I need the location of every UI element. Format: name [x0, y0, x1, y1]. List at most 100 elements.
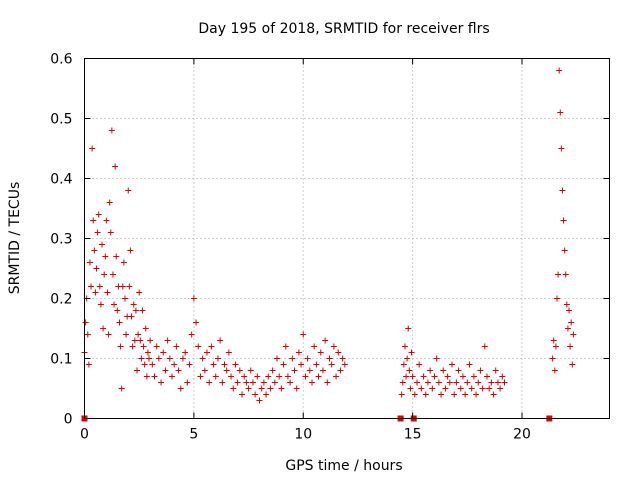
data-point	[151, 373, 158, 380]
data-point	[319, 367, 326, 374]
data-point	[339, 355, 346, 362]
data-point	[153, 343, 160, 350]
data-point	[252, 391, 259, 398]
data-point	[497, 385, 504, 392]
data-point	[420, 373, 427, 380]
data-point	[304, 355, 311, 362]
data-point	[141, 361, 148, 368]
data-point	[117, 343, 124, 350]
data-point	[560, 217, 567, 224]
data-point	[210, 361, 217, 368]
data-point	[400, 361, 407, 368]
data-point	[287, 379, 294, 386]
data-point	[95, 211, 102, 218]
data-point	[102, 253, 109, 260]
data-point	[97, 301, 104, 308]
data-point	[484, 373, 490, 380]
data-point	[101, 271, 108, 278]
data-point	[221, 361, 228, 368]
data-point	[284, 373, 291, 380]
data-point	[139, 307, 146, 314]
data-point	[182, 349, 189, 356]
data-point	[550, 337, 557, 344]
data-point	[455, 367, 462, 374]
data-point	[326, 355, 333, 362]
data-point	[190, 295, 197, 302]
data-point	[136, 289, 143, 296]
data-point	[562, 271, 569, 278]
data-point	[330, 343, 337, 350]
data-point	[328, 361, 335, 368]
data-point	[457, 385, 464, 392]
data-point	[138, 355, 145, 362]
data-point	[481, 343, 488, 350]
data-point	[144, 349, 151, 356]
data-point	[477, 367, 484, 374]
data-point	[208, 343, 215, 350]
data-point	[466, 361, 473, 368]
y-tick-label: 0.1	[50, 352, 72, 368]
data-point	[173, 343, 180, 350]
data-point	[552, 343, 559, 350]
data-point	[398, 391, 405, 398]
data-point	[177, 385, 184, 392]
data-point	[179, 355, 186, 362]
data-point	[82, 319, 89, 326]
data-point	[91, 247, 98, 254]
data-point	[274, 355, 280, 362]
data-point	[228, 373, 235, 380]
data-point	[118, 385, 125, 392]
data-point	[214, 355, 221, 362]
data-point	[166, 355, 173, 362]
y-tick-label: 0.6	[50, 52, 72, 68]
data-point	[143, 373, 150, 380]
x-axis-ticks: 0 5 10 15 20	[80, 58, 531, 443]
data-point	[451, 391, 458, 398]
data-point	[256, 397, 263, 404]
data-point	[271, 379, 278, 386]
data-point	[422, 391, 429, 398]
data-point	[258, 385, 265, 392]
data-point	[566, 307, 573, 314]
data-point	[212, 373, 219, 380]
data-point	[230, 385, 237, 392]
data-point	[249, 379, 256, 386]
data-point	[567, 343, 574, 350]
data-point	[265, 373, 272, 380]
data-point	[333, 373, 340, 380]
data-point	[149, 361, 156, 368]
x-axis-label: GPS time / hours	[285, 458, 402, 474]
data-point	[499, 373, 506, 380]
data-point	[492, 367, 499, 374]
data-point	[140, 343, 147, 350]
data-point	[335, 349, 342, 356]
data-point	[315, 373, 322, 380]
data-point	[557, 109, 564, 116]
data-point	[433, 355, 440, 362]
data-point	[501, 379, 508, 386]
data-point	[263, 391, 270, 398]
data-point	[160, 349, 167, 356]
data-point	[404, 355, 411, 362]
data-point	[470, 373, 477, 380]
data-point	[276, 373, 283, 380]
data-point	[96, 283, 103, 290]
data-point	[442, 385, 449, 392]
data-point	[300, 331, 307, 338]
data-point	[114, 307, 121, 314]
data-point	[280, 361, 287, 368]
data-point	[125, 187, 132, 194]
y-tick-label: 0.3	[50, 232, 72, 248]
data-point	[85, 361, 92, 368]
data-point	[186, 361, 193, 368]
data-point	[105, 331, 112, 338]
data-point	[438, 391, 445, 398]
data-point	[107, 229, 114, 236]
data-point	[407, 385, 414, 392]
data-point	[563, 301, 570, 308]
data-point	[245, 385, 252, 392]
data-point	[100, 325, 107, 332]
data-point	[201, 367, 208, 374]
data-point	[486, 385, 493, 392]
